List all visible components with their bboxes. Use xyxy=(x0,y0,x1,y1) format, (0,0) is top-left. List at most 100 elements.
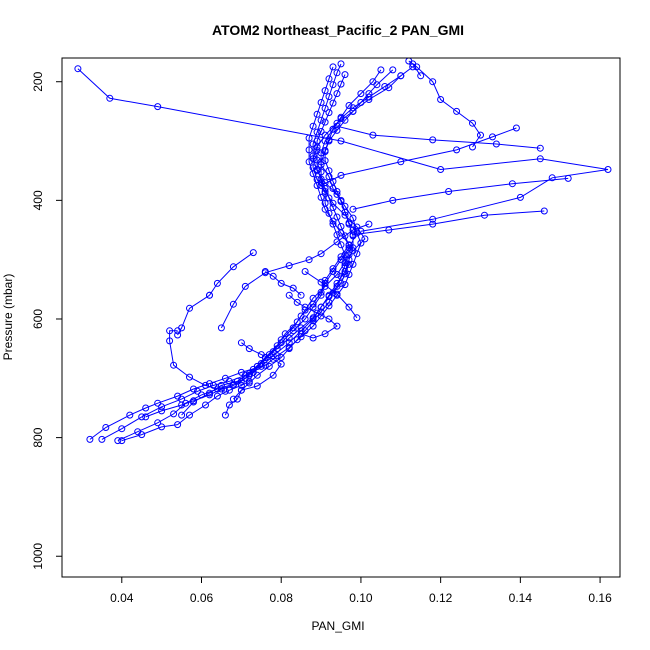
data-point xyxy=(202,381,209,389)
data-point xyxy=(341,251,349,259)
data-point xyxy=(178,401,186,409)
x-tick-label: 0.12 xyxy=(429,591,453,605)
data-point xyxy=(341,208,349,216)
data-point xyxy=(321,87,329,95)
data-point xyxy=(142,413,150,421)
series-12 xyxy=(206,249,257,299)
data-point xyxy=(329,204,337,211)
data-point xyxy=(277,279,285,287)
data-point xyxy=(317,128,325,135)
data-point xyxy=(325,315,333,323)
data-point xyxy=(345,102,353,109)
data-point xyxy=(337,171,345,179)
data-point xyxy=(237,386,245,394)
chart-title: ATOM2 Northeast_Pacific_2 PAN_GMI xyxy=(212,22,464,38)
data-point xyxy=(221,411,229,419)
data-point xyxy=(126,411,134,419)
data-point xyxy=(377,66,385,74)
data-point xyxy=(341,281,349,289)
data-point xyxy=(325,209,333,217)
data-point xyxy=(166,337,174,345)
data-point xyxy=(333,322,341,330)
data-point xyxy=(249,249,257,257)
series-line xyxy=(224,74,350,416)
data-point xyxy=(321,199,329,207)
data-point xyxy=(337,253,345,261)
data-point xyxy=(329,99,337,107)
series-line xyxy=(352,210,545,236)
data-point xyxy=(253,371,261,379)
data-point xyxy=(333,126,341,134)
data-point xyxy=(114,437,122,445)
data-point xyxy=(313,147,321,154)
data-point xyxy=(317,193,325,201)
data-point xyxy=(349,226,357,234)
data-point xyxy=(429,136,437,144)
data-point xyxy=(341,116,349,124)
series-line xyxy=(408,60,482,148)
series-line xyxy=(169,330,226,392)
data-point xyxy=(321,157,329,165)
data-point xyxy=(341,232,349,240)
data-point xyxy=(325,75,333,83)
data-point xyxy=(190,398,197,406)
data-point xyxy=(309,122,317,130)
data-point xyxy=(245,345,253,353)
data-point xyxy=(548,174,556,182)
data-point xyxy=(317,116,325,124)
series-8 xyxy=(74,65,612,235)
series-line xyxy=(77,68,609,232)
data-point xyxy=(329,220,337,228)
data-point xyxy=(469,143,476,151)
data-point xyxy=(313,110,321,118)
data-point xyxy=(269,355,277,363)
data-point xyxy=(437,96,445,103)
data-point xyxy=(118,437,126,445)
data-point xyxy=(357,90,365,98)
series-line xyxy=(352,177,569,210)
data-point xyxy=(337,137,345,145)
data-point xyxy=(516,193,524,201)
series-layer xyxy=(74,57,612,445)
data-point xyxy=(417,72,425,80)
data-point xyxy=(341,71,349,79)
data-point xyxy=(309,322,317,330)
data-point xyxy=(313,309,321,317)
data-point xyxy=(158,403,166,411)
data-point xyxy=(178,411,186,419)
data-point xyxy=(333,231,341,239)
y-axis-label: Pressure (mbar) xyxy=(1,274,15,361)
data-point xyxy=(325,298,333,306)
data-point xyxy=(305,256,313,264)
data-point xyxy=(317,158,325,166)
data-point xyxy=(309,317,317,325)
data-point xyxy=(309,170,317,178)
data-point xyxy=(385,226,393,234)
data-point xyxy=(349,214,357,222)
data-point xyxy=(174,421,182,429)
data-point xyxy=(190,385,197,393)
series-line xyxy=(177,294,210,336)
data-point xyxy=(102,424,110,431)
data-point xyxy=(333,69,341,77)
series-line xyxy=(233,342,282,400)
y-axis: 200 400 600 800 1000 xyxy=(31,71,62,570)
data-point xyxy=(154,103,162,111)
data-point xyxy=(305,158,313,166)
data-point xyxy=(325,109,333,117)
y-tick-label: 1000 xyxy=(31,543,45,570)
data-point xyxy=(106,94,114,102)
data-point xyxy=(536,144,544,152)
data-point xyxy=(213,279,221,287)
data-point xyxy=(233,395,241,403)
data-point xyxy=(453,107,461,115)
data-point xyxy=(337,115,345,122)
data-point xyxy=(604,166,612,173)
series-line xyxy=(304,271,358,319)
data-point xyxy=(540,207,548,215)
data-point xyxy=(174,331,182,339)
data-point xyxy=(321,147,329,154)
data-point xyxy=(345,271,353,278)
data-point xyxy=(325,194,333,202)
